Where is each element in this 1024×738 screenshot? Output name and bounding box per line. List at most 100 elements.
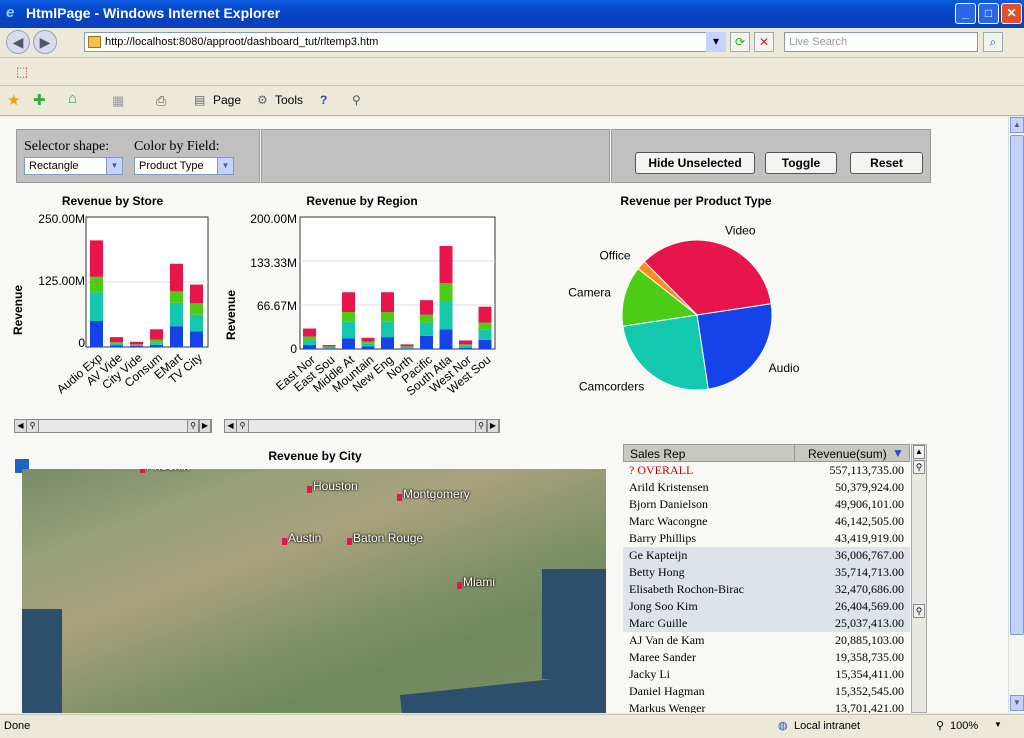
region-bar-segment[interactable]	[381, 337, 394, 349]
hide-unselected-button[interactable]: Hide Unselected	[635, 152, 755, 174]
table-row[interactable]: Marc Guille 25,037,413.00	[623, 615, 910, 632]
table-row[interactable]: Maree Sander 19,358,735.00	[623, 649, 910, 666]
address-field[interactable]: http://localhost:8080/approot/dashboard_…	[84, 32, 724, 52]
region-chart-scrollbar[interactable]: ◀ ⚲ ⚲ ▶	[224, 419, 500, 433]
pie-slice-office[interactable]	[637, 260, 698, 316]
region-bar-segment[interactable]	[439, 301, 453, 330]
store-bar-segment[interactable]	[90, 292, 103, 321]
store-bar-segment[interactable]	[150, 329, 163, 340]
scroll-right-icon[interactable]: ▶	[487, 420, 499, 432]
zoom-icon[interactable]: ⚲	[475, 420, 487, 432]
region-bar-segment[interactable]	[361, 346, 375, 349]
pie-slice-camera[interactable]	[621, 267, 699, 327]
zoom-dropdown-icon[interactable]: ▼	[994, 720, 1002, 729]
city-marker[interactable]: Phoenix	[140, 469, 189, 473]
pie-slice-audio[interactable]	[696, 303, 773, 390]
region-bar-segment[interactable]	[420, 314, 433, 323]
region-bar-segment[interactable]	[400, 346, 414, 348]
page-menu[interactable]: Page	[213, 93, 242, 107]
live-search-input[interactable]: Live Search	[784, 32, 978, 52]
maximize-button[interactable]: □	[978, 3, 999, 24]
table-row[interactable]: Jacky Li 15,354,411.00	[623, 666, 910, 683]
region-bar-segment[interactable]	[400, 348, 414, 349]
refresh-icon[interactable]: ⟳	[730, 32, 750, 52]
region-bar-segment[interactable]	[439, 329, 453, 349]
scroll-right-icon[interactable]: ▶	[199, 420, 211, 432]
region-bar-segment[interactable]	[478, 339, 492, 349]
scrollbar-thumb[interactable]	[1010, 135, 1024, 635]
region-bar-segment[interactable]	[478, 306, 492, 323]
region-bar-segment[interactable]	[381, 321, 394, 338]
city-marker[interactable]: Baton Rouge	[347, 531, 423, 545]
store-bar-segment[interactable]	[190, 284, 203, 304]
store-bar-segment[interactable]	[130, 344, 143, 345]
search-icon[interactable]: ⌕	[983, 32, 1003, 52]
store-bar-segment[interactable]	[130, 344, 143, 346]
research-icon[interactable]: ⚲	[352, 93, 361, 107]
city-marker[interactable]: Miami	[457, 575, 495, 589]
city-marker[interactable]: Houston	[307, 479, 358, 493]
scroll-left-icon[interactable]: ◀	[15, 420, 27, 432]
scroll-down-icon[interactable]: ▼	[1010, 695, 1024, 711]
revenue-by-city-map[interactable]: TacomaPortlandMinneapolisNew York CityMo…	[22, 469, 606, 713]
region-bar-segment[interactable]	[459, 344, 472, 346]
sort-desc-icon[interactable]: ▼	[892, 446, 904, 460]
region-bar-segment[interactable]	[322, 346, 336, 348]
region-bar-segment[interactable]	[322, 348, 336, 349]
feeds-icon[interactable]: ▦	[112, 93, 125, 108]
zoom-icon[interactable]: ⚲	[27, 420, 39, 432]
pie-slice-video[interactable]	[643, 239, 772, 316]
store-bar-segment[interactable]	[170, 291, 183, 303]
zoom-icon[interactable]: ⚲	[187, 420, 199, 432]
store-bar-segment[interactable]	[110, 345, 123, 347]
store-bar-segment[interactable]	[190, 331, 203, 347]
pdf-icon[interactable]: ⬚	[16, 64, 29, 79]
tools-menu[interactable]: Tools	[275, 93, 304, 107]
region-bar-segment[interactable]	[342, 292, 355, 313]
region-bar-segment[interactable]	[400, 344, 414, 347]
region-bar-segment[interactable]	[439, 246, 453, 283]
region-bar-segment[interactable]	[459, 347, 472, 349]
table-row[interactable]: Betty Hong 35,714,713.00	[623, 564, 910, 581]
store-bar-segment[interactable]	[190, 303, 203, 315]
region-bar-segment[interactable]	[303, 340, 316, 346]
store-bar-segment[interactable]	[130, 341, 143, 345]
favorites-star-icon[interactable]: ★	[7, 92, 21, 109]
store-bar-segment[interactable]	[90, 276, 103, 293]
store-bar-segment[interactable]	[190, 314, 203, 332]
table-row[interactable]: ? OVERALL 557,113,735.00	[623, 462, 910, 479]
zoom-icon[interactable]: ⚲	[913, 460, 925, 474]
col-revenue[interactable]: Revenue(sum)	[808, 447, 887, 461]
region-bar-segment[interactable]	[303, 328, 316, 337]
col-sales-rep[interactable]: Sales Rep	[630, 447, 686, 461]
page-scrollbar[interactable]: ▲ ▼	[1008, 117, 1024, 713]
table-row[interactable]: Arild Kristensen 50,379,924.00	[623, 479, 910, 496]
close-button[interactable]: ✕	[1001, 3, 1022, 24]
city-marker[interactable]: Austin	[282, 531, 321, 545]
region-bar-segment[interactable]	[420, 322, 433, 336]
region-bar-segment[interactable]	[381, 292, 394, 313]
region-bar-segment[interactable]	[439, 283, 453, 302]
table-row[interactable]: Marc Wacongne 46,142,505.00	[623, 513, 910, 530]
forward-button[interactable]: ▶	[33, 30, 57, 54]
store-bar-segment[interactable]	[150, 339, 163, 343]
region-bar-segment[interactable]	[303, 345, 316, 349]
store-bar-segment[interactable]	[110, 337, 123, 343]
region-bar-segment[interactable]	[459, 340, 472, 345]
region-bar-segment[interactable]	[361, 337, 375, 342]
table-row[interactable]: Barry Phillips 43,419,919.00	[623, 530, 910, 547]
zoom-icon[interactable]: ⚲	[237, 420, 249, 432]
stop-icon[interactable]: ✕	[754, 32, 774, 52]
region-bar-segment[interactable]	[342, 321, 355, 339]
region-bar-segment[interactable]	[478, 322, 492, 330]
scroll-up-icon[interactable]: ▲	[913, 445, 925, 459]
selector-shape-select[interactable]: Rectangle ▼	[24, 157, 123, 175]
table-row[interactable]: Elisabeth Rochon-Birac 32,470,686.00	[623, 581, 910, 598]
city-marker[interactable]: Montgomery	[397, 487, 470, 501]
zoom-level[interactable]: 100%	[950, 720, 979, 732]
zoom-icon[interactable]: ⚲	[913, 604, 925, 618]
store-bar-segment[interactable]	[170, 326, 183, 347]
table-scrollbar[interactable]: ▲ ⚲ ⚲	[911, 444, 927, 713]
table-row[interactable]: Jong Soo Kim 26,404,569.00	[623, 598, 910, 615]
store-bar-segment[interactable]	[90, 321, 103, 347]
